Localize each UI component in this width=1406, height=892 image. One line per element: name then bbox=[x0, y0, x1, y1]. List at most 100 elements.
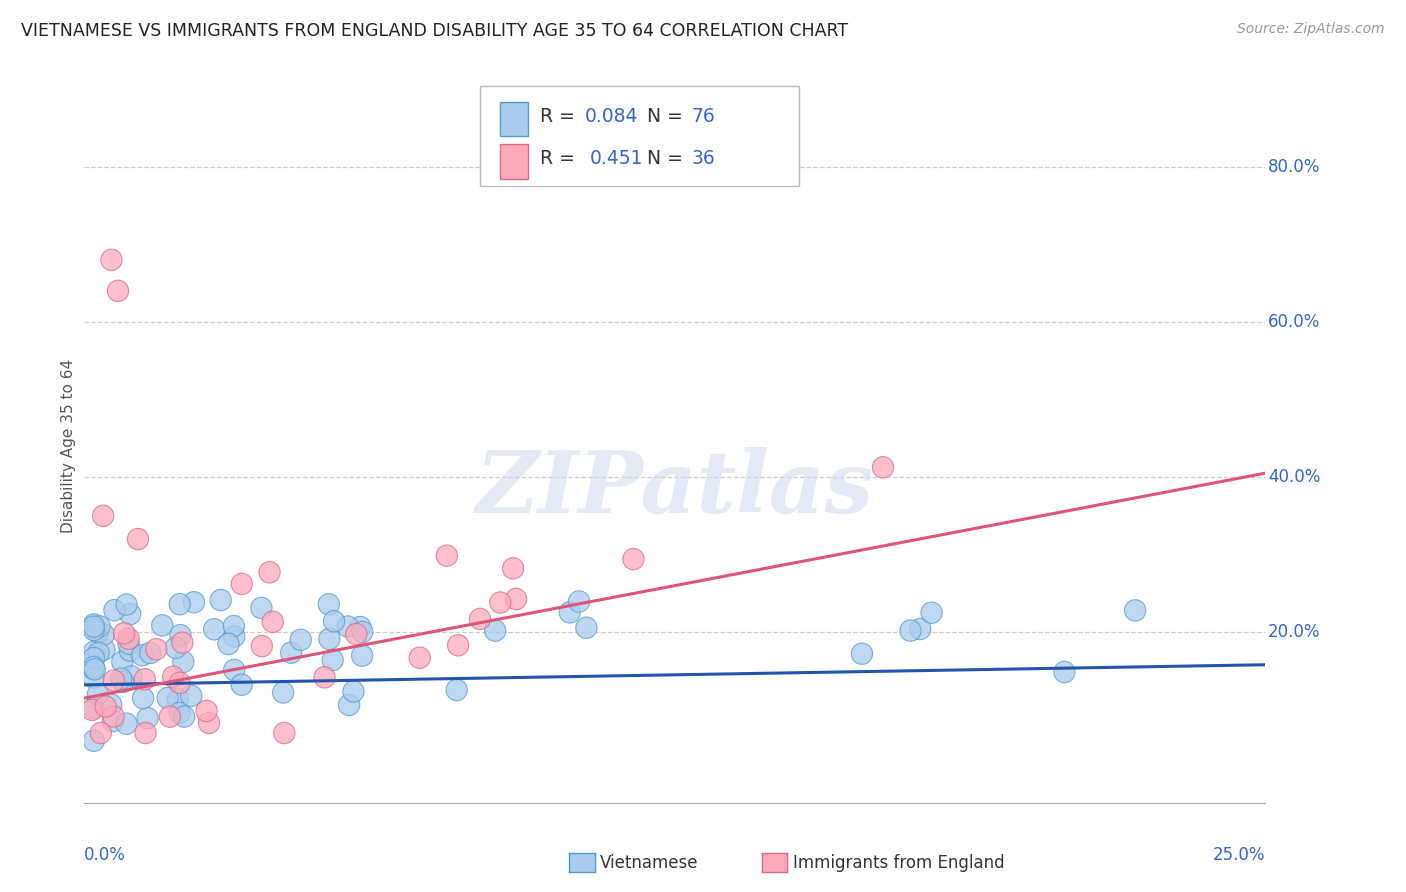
Ellipse shape bbox=[346, 624, 367, 645]
Ellipse shape bbox=[89, 642, 110, 664]
Ellipse shape bbox=[172, 632, 193, 653]
Ellipse shape bbox=[115, 713, 138, 734]
Text: 76: 76 bbox=[692, 107, 716, 126]
Ellipse shape bbox=[169, 702, 190, 723]
Ellipse shape bbox=[93, 505, 114, 526]
Ellipse shape bbox=[446, 679, 467, 700]
Ellipse shape bbox=[93, 624, 114, 645]
Ellipse shape bbox=[132, 688, 153, 709]
Ellipse shape bbox=[101, 694, 122, 715]
Ellipse shape bbox=[343, 681, 364, 702]
Text: N =: N = bbox=[647, 149, 689, 169]
Ellipse shape bbox=[198, 712, 219, 733]
Ellipse shape bbox=[447, 634, 468, 656]
Ellipse shape bbox=[111, 668, 132, 690]
Ellipse shape bbox=[114, 623, 135, 644]
Ellipse shape bbox=[159, 706, 180, 727]
Ellipse shape bbox=[167, 689, 188, 710]
Ellipse shape bbox=[409, 647, 430, 668]
Text: VIETNAMESE VS IMMIGRANTS FROM ENGLAND DISABILITY AGE 35 TO 64 CORRELATION CHART: VIETNAMESE VS IMMIGRANTS FROM ENGLAND DI… bbox=[21, 22, 848, 40]
Ellipse shape bbox=[250, 598, 271, 619]
Ellipse shape bbox=[910, 618, 931, 640]
Text: 80.0%: 80.0% bbox=[1268, 158, 1320, 176]
Text: R =: R = bbox=[540, 107, 581, 126]
Ellipse shape bbox=[1054, 661, 1076, 682]
Text: 20.0%: 20.0% bbox=[1268, 624, 1320, 641]
FancyBboxPatch shape bbox=[501, 145, 529, 178]
Ellipse shape bbox=[319, 628, 340, 649]
Ellipse shape bbox=[132, 645, 153, 666]
Text: Source: ZipAtlas.com: Source: ZipAtlas.com bbox=[1237, 22, 1385, 37]
Ellipse shape bbox=[134, 668, 156, 690]
Ellipse shape bbox=[121, 665, 142, 687]
Ellipse shape bbox=[120, 640, 141, 661]
Text: ZIPatlas: ZIPatlas bbox=[475, 447, 875, 531]
Ellipse shape bbox=[136, 707, 159, 729]
Ellipse shape bbox=[352, 621, 373, 642]
Ellipse shape bbox=[112, 671, 134, 692]
Ellipse shape bbox=[104, 599, 125, 621]
Ellipse shape bbox=[103, 670, 125, 691]
Ellipse shape bbox=[83, 648, 104, 669]
Text: N =: N = bbox=[647, 107, 689, 126]
Ellipse shape bbox=[115, 594, 138, 615]
Ellipse shape bbox=[83, 614, 104, 635]
Text: Vietnamese: Vietnamese bbox=[600, 854, 699, 871]
Ellipse shape bbox=[157, 688, 179, 709]
Ellipse shape bbox=[165, 637, 187, 658]
Text: 60.0%: 60.0% bbox=[1268, 313, 1320, 331]
Ellipse shape bbox=[470, 608, 491, 630]
Ellipse shape bbox=[103, 710, 124, 731]
Ellipse shape bbox=[101, 249, 122, 270]
Text: 0.084: 0.084 bbox=[585, 107, 638, 126]
Ellipse shape bbox=[502, 558, 524, 579]
Ellipse shape bbox=[290, 629, 311, 650]
Ellipse shape bbox=[506, 589, 527, 610]
Ellipse shape bbox=[96, 696, 117, 717]
Text: 25.0%: 25.0% bbox=[1213, 846, 1265, 863]
Ellipse shape bbox=[323, 610, 344, 632]
Ellipse shape bbox=[224, 659, 245, 681]
Ellipse shape bbox=[83, 657, 104, 678]
Ellipse shape bbox=[224, 615, 245, 637]
Ellipse shape bbox=[1125, 599, 1146, 621]
Ellipse shape bbox=[274, 723, 295, 744]
Ellipse shape bbox=[83, 641, 104, 663]
Ellipse shape bbox=[872, 457, 894, 478]
Ellipse shape bbox=[318, 593, 339, 615]
Ellipse shape bbox=[173, 706, 195, 727]
Ellipse shape bbox=[195, 700, 217, 722]
Ellipse shape bbox=[83, 730, 104, 751]
Ellipse shape bbox=[90, 723, 111, 744]
Ellipse shape bbox=[169, 593, 190, 615]
Ellipse shape bbox=[152, 615, 173, 636]
Ellipse shape bbox=[485, 620, 506, 641]
Text: R =: R = bbox=[540, 149, 588, 169]
Ellipse shape bbox=[231, 674, 252, 696]
Ellipse shape bbox=[83, 615, 104, 637]
Ellipse shape bbox=[204, 618, 225, 640]
Ellipse shape bbox=[575, 617, 598, 639]
Ellipse shape bbox=[170, 624, 191, 646]
Ellipse shape bbox=[180, 685, 202, 706]
Ellipse shape bbox=[900, 620, 921, 641]
Ellipse shape bbox=[128, 528, 149, 549]
Ellipse shape bbox=[231, 574, 253, 595]
Ellipse shape bbox=[118, 628, 139, 649]
Ellipse shape bbox=[273, 681, 294, 703]
Text: Immigrants from England: Immigrants from England bbox=[793, 854, 1005, 871]
Ellipse shape bbox=[118, 633, 139, 655]
Ellipse shape bbox=[568, 591, 589, 612]
Ellipse shape bbox=[87, 683, 108, 705]
Ellipse shape bbox=[87, 622, 108, 643]
Ellipse shape bbox=[89, 615, 110, 637]
Text: 0.451: 0.451 bbox=[591, 149, 644, 169]
Text: 0.0%: 0.0% bbox=[84, 846, 127, 863]
Ellipse shape bbox=[183, 591, 205, 613]
Ellipse shape bbox=[436, 545, 457, 566]
Ellipse shape bbox=[83, 698, 104, 719]
Ellipse shape bbox=[218, 633, 239, 655]
Ellipse shape bbox=[139, 642, 160, 664]
Ellipse shape bbox=[623, 549, 644, 570]
Ellipse shape bbox=[252, 635, 273, 657]
